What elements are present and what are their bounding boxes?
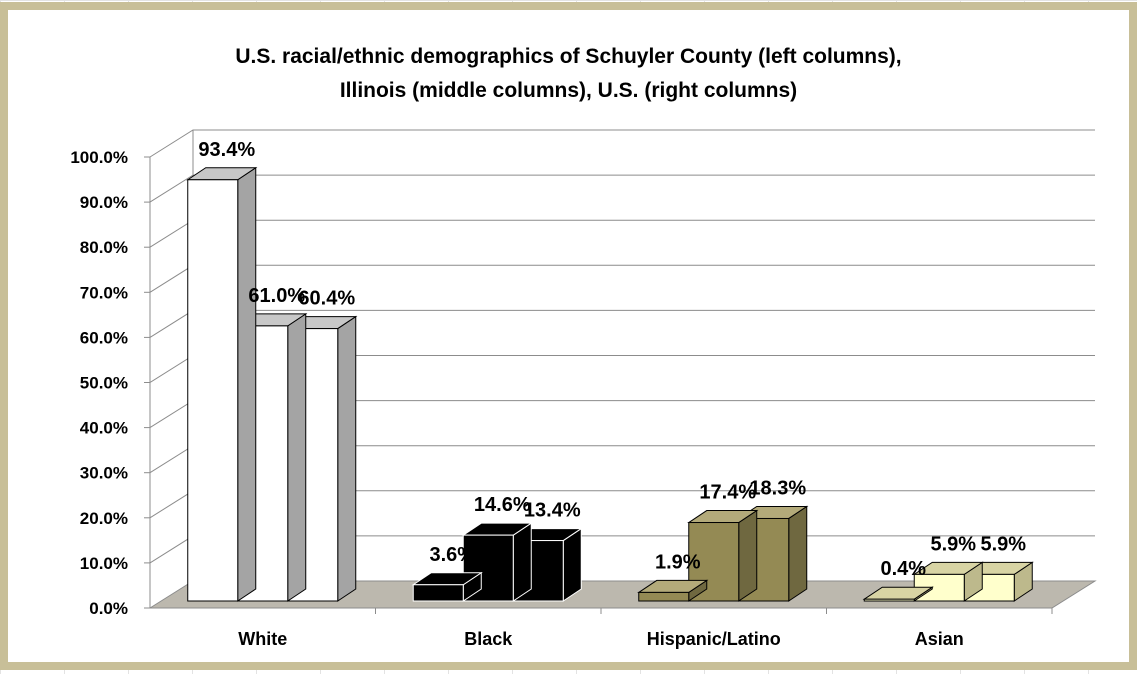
bar-front — [187, 179, 239, 602]
data-label: 60.4% — [298, 288, 355, 310]
y-tick-label: 70.0% — [80, 283, 128, 302]
bar-side — [237, 166, 257, 602]
data-label: 61.0% — [248, 285, 305, 307]
y-tick-label: 60.0% — [80, 328, 128, 347]
bar-side — [788, 505, 808, 602]
chart-title-line-2: Illinois (middle columns), U.S. (right c… — [339, 79, 798, 102]
gridline — [149, 219, 1095, 248]
y-tick-label: 80.0% — [80, 238, 128, 257]
y-tick-label: 10.0% — [80, 554, 128, 573]
bar-front — [638, 591, 690, 602]
category-label: Asian — [915, 629, 964, 649]
bar — [186, 166, 258, 602]
data-label: 0.4% — [880, 558, 926, 580]
bar-front — [863, 598, 915, 602]
bar-side — [287, 312, 307, 602]
y-tick-label: 30.0% — [80, 464, 128, 483]
bar — [862, 586, 934, 602]
data-label: 93.4% — [198, 139, 255, 161]
y-tick-label: 50.0% — [80, 374, 128, 393]
bar — [912, 561, 984, 602]
bar — [411, 571, 483, 602]
y-tick-label: 40.0% — [80, 419, 128, 438]
chart-title: U.S. racial/ethnic demographics of Schuy… — [0, 40, 1137, 108]
bar-front — [412, 584, 464, 602]
data-labels: 93.4% 61.0%60.4% 3.6% 14.6%13.4% 1.9% 17.4%18… — [198, 139, 1026, 580]
y-axis: 0.0% 10.0% 20.0% 30.0% 40.0% 50.0% 60.0% 70.0% 8… — [70, 148, 1053, 618]
chart-title-line-1: U.S. racial/ethnic demographics of Schuy… — [235, 45, 902, 68]
bar-side — [512, 522, 532, 602]
data-label: 14.6% — [474, 494, 531, 516]
data-label: 5.9% — [930, 533, 976, 555]
bar — [637, 579, 709, 602]
data-label: 17.4% — [699, 482, 756, 504]
bar-side — [738, 509, 758, 602]
data-label: 3.6% — [429, 544, 475, 566]
category-label: Black — [464, 629, 513, 649]
bar-side — [562, 527, 582, 602]
bar-side — [337, 315, 357, 602]
x-axis-categories: White Black Hispanic/Latino Asian — [238, 629, 964, 649]
bar-series — [186, 166, 1034, 602]
gridline — [149, 174, 1095, 203]
y-tick-label: 90.0% — [80, 193, 128, 212]
data-label: 1.9% — [655, 551, 701, 573]
gridline — [149, 129, 1095, 158]
data-label: 18.3% — [749, 477, 806, 499]
y-tick-label: 100.0% — [70, 148, 128, 167]
category-label: Hispanic/Latino — [647, 629, 781, 649]
y-tick-label: 20.0% — [80, 509, 128, 528]
data-label: 13.4% — [524, 500, 581, 522]
category-label: White — [238, 629, 287, 649]
data-label: 5.9% — [980, 533, 1026, 555]
y-tick-label: 0.0% — [89, 599, 128, 618]
